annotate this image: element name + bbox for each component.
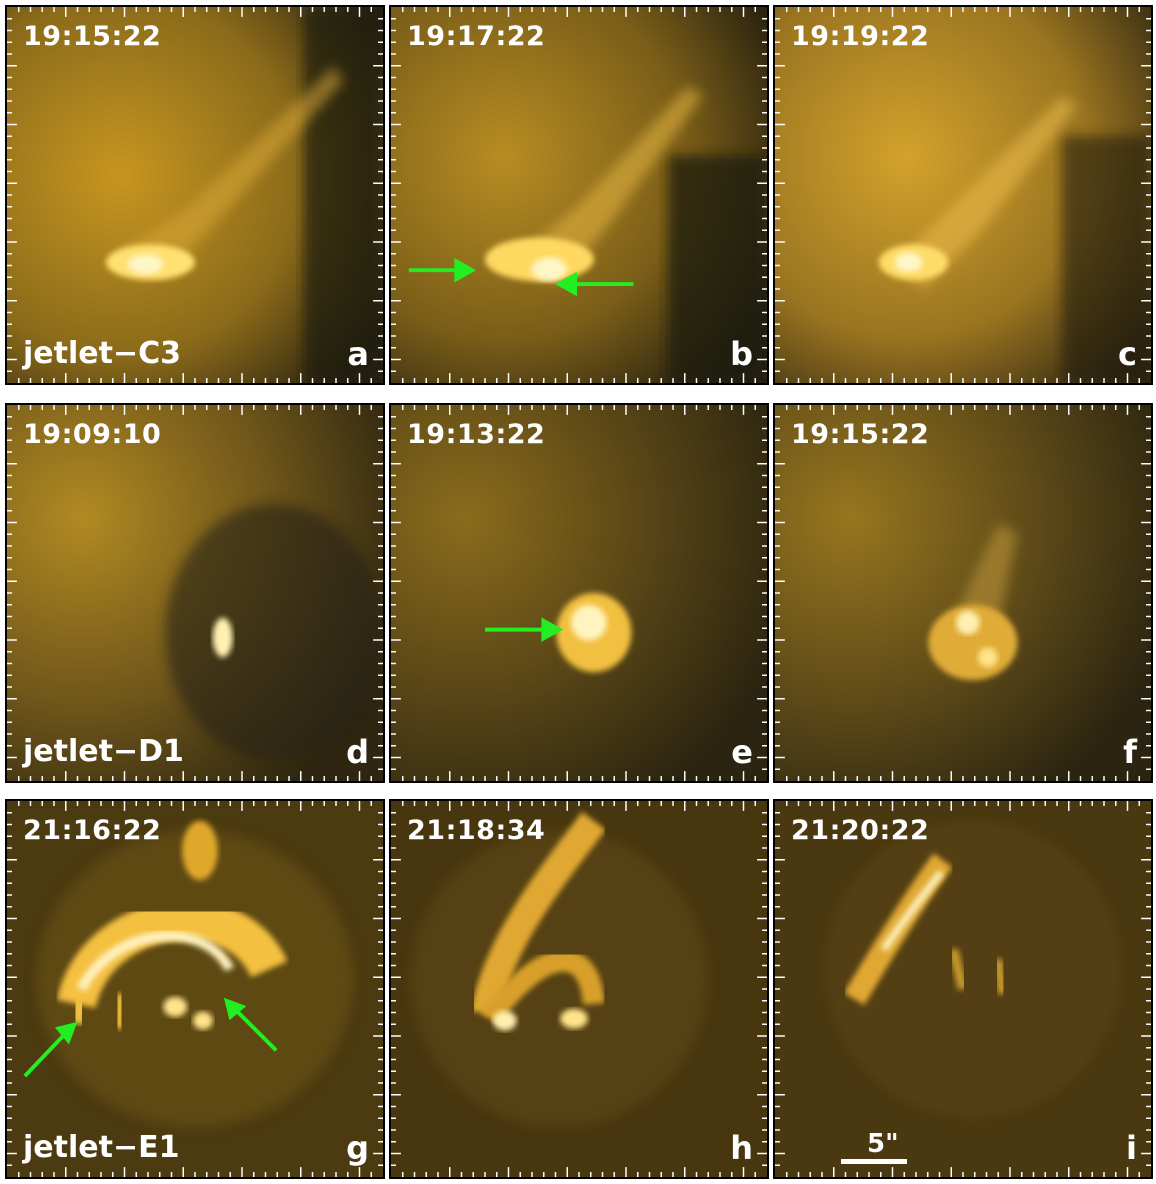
- scale-label: 5": [867, 1129, 899, 1159]
- panel-g: 21:16:22 jetlet−E1 g: [5, 799, 385, 1179]
- panel-e-image: [391, 405, 767, 781]
- panel-letter: g: [346, 1129, 369, 1167]
- timestamp: 19:13:22: [407, 419, 546, 450]
- jetlet-name: jetlet−D1: [23, 734, 184, 769]
- panel-g-image: [7, 801, 383, 1177]
- jetlet-name: jetlet−E1: [23, 1130, 180, 1165]
- timestamp: 21:20:22: [791, 815, 930, 846]
- panel-b: 19:17:22 b: [389, 5, 769, 385]
- panel-h-image: [391, 801, 767, 1177]
- green-arrow-right: [555, 271, 634, 297]
- panel-letter: b: [730, 335, 753, 373]
- panel-c: 19:19:22 c: [773, 5, 1153, 385]
- jetlet-name: jetlet−C3: [23, 336, 181, 371]
- timestamp: 19:15:22: [791, 419, 930, 450]
- panel-letter: d: [346, 733, 369, 771]
- panel-b-image: [391, 7, 767, 383]
- timestamp: 21:16:22: [23, 815, 162, 846]
- timestamp: 19:17:22: [407, 21, 546, 52]
- timestamp: 19:15:22: [23, 21, 162, 52]
- panel-a: 19:15:22 jetlet−C3 a: [5, 5, 385, 385]
- panel-letter: e: [731, 733, 753, 771]
- timestamp: 19:19:22: [791, 21, 930, 52]
- green-arrow-left: [23, 1021, 78, 1078]
- panel-f: 19:15:22 f: [773, 403, 1153, 783]
- panel-letter: i: [1126, 1129, 1137, 1167]
- green-arrow: [485, 617, 564, 642]
- green-arrow-right: [223, 997, 278, 1052]
- panel-h: 21:18:34 h: [389, 799, 769, 1179]
- panel-letter: c: [1118, 335, 1137, 373]
- panel-i: 21:20:22 5" i: [773, 799, 1153, 1179]
- panel-e: 19:13:22 e: [389, 403, 769, 783]
- timestamp: 21:18:34: [407, 815, 546, 846]
- panel-d-image: [7, 405, 383, 781]
- panel-i-image: [775, 801, 1151, 1177]
- panel-letter: f: [1123, 733, 1137, 771]
- panel-d: 19:09:10 jetlet−D1 d: [5, 403, 385, 783]
- panel-letter: h: [730, 1129, 753, 1167]
- timestamp: 19:09:10: [23, 419, 162, 450]
- green-arrow-left: [408, 257, 477, 283]
- panel-f-image: [775, 405, 1151, 781]
- panel-a-image: [7, 7, 383, 383]
- scale-bar: [841, 1159, 907, 1164]
- panel-letter: a: [347, 335, 369, 373]
- panel-c-image: [775, 7, 1151, 383]
